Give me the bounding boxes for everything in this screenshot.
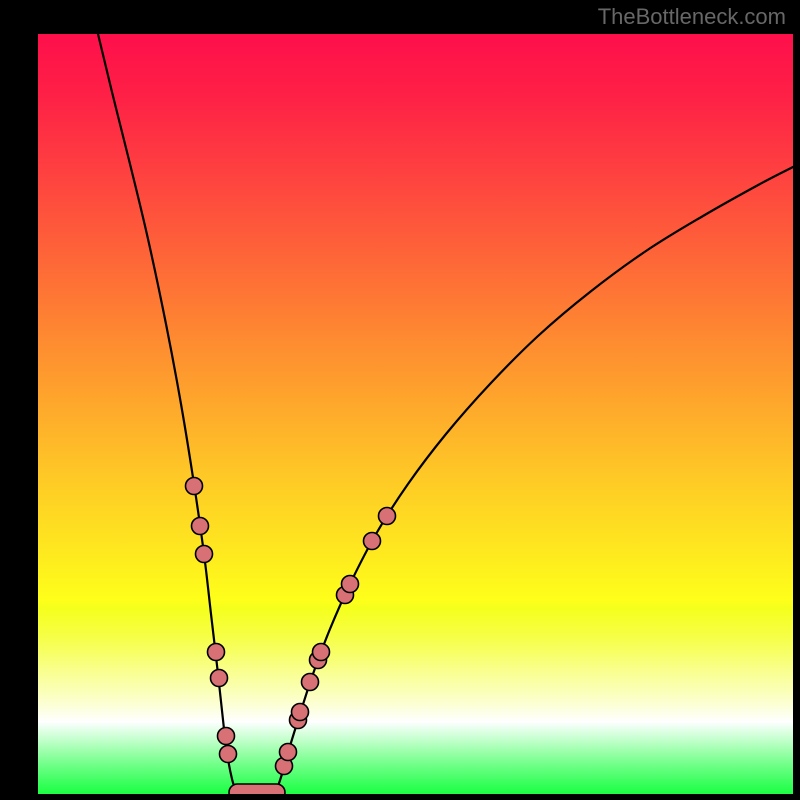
marker-right-3 — [292, 704, 309, 721]
chart-stage: TheBottleneck.com — [0, 0, 800, 800]
plot-svg — [38, 34, 793, 794]
plot-area — [38, 34, 793, 794]
marker-left-5 — [218, 728, 235, 745]
marker-right-6 — [313, 644, 330, 661]
marker-right-4 — [302, 674, 319, 691]
marker-left-6 — [220, 746, 237, 763]
marker-right-8 — [342, 576, 359, 593]
marker-left-2 — [196, 546, 213, 563]
marker-left-0 — [186, 478, 203, 495]
marker-left-1 — [192, 518, 209, 535]
marker-right-9 — [364, 533, 381, 550]
marker-right-10 — [379, 508, 396, 525]
gradient-background — [38, 34, 793, 794]
watermark-text: TheBottleneck.com — [598, 4, 786, 30]
marker-left-4 — [211, 670, 228, 687]
marker-left-3 — [208, 644, 225, 661]
marker-right-1 — [280, 744, 297, 761]
marker-bottom-pill — [229, 784, 285, 794]
